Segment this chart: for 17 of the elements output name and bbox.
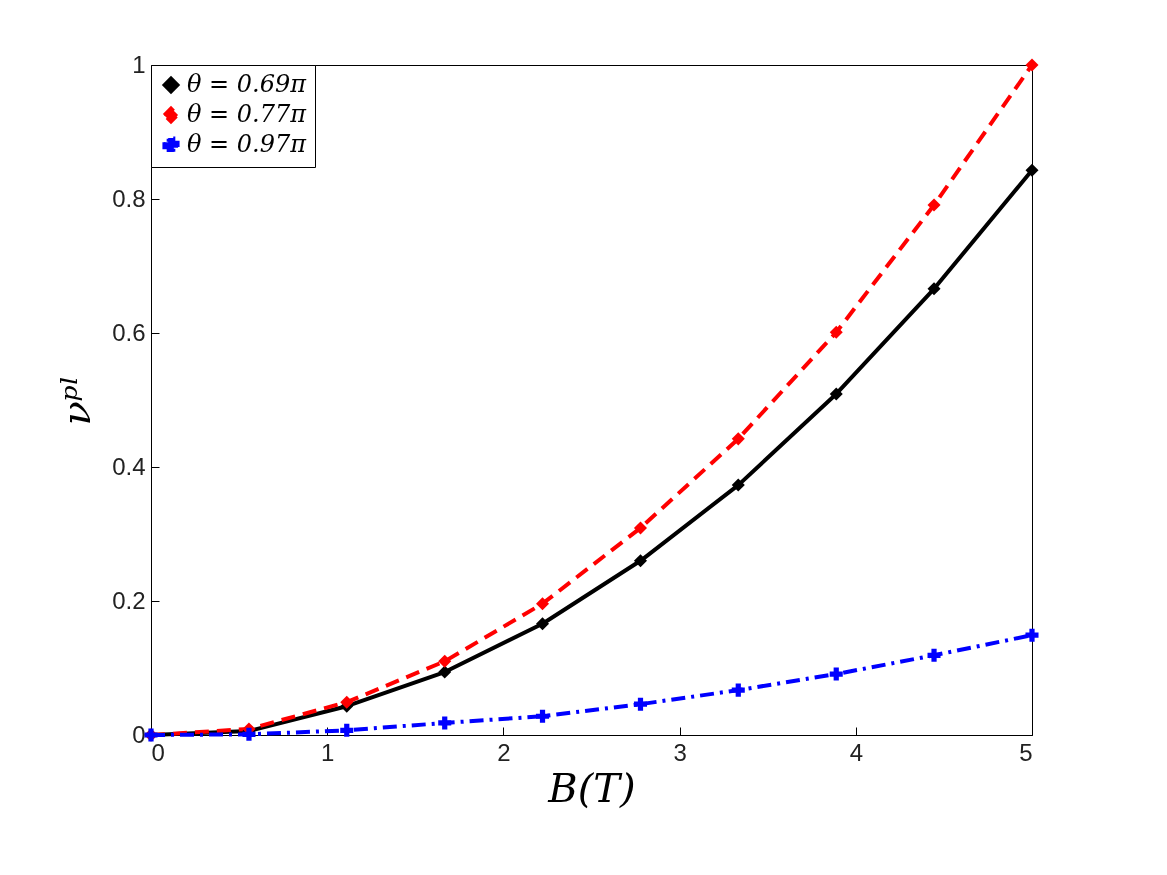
x-tick-label: 0 [151,738,165,766]
x-tick-label: 2 [497,738,511,766]
legend-label: θ = 0.97π [187,130,308,158]
y-tick-label: 1 [132,50,146,78]
x-tick-label: 3 [673,738,687,766]
y-tick-label: 0.8 [112,184,146,212]
legend-label: θ = 0.77π [187,100,308,128]
y-tick-label: 0.2 [112,586,146,614]
legend-label: θ = 0.69π [187,70,308,98]
y-tick-label: 0.4 [112,452,146,480]
x-axis-title: B(T) [547,764,636,811]
y-tick-label: 0 [132,720,146,748]
x-tick-label: 4 [849,738,863,766]
y-tick-label: 0.6 [112,318,146,346]
y-axis-title: νᵖˡ [53,375,100,426]
x-tick-label: 5 [1019,738,1033,766]
x-tick-label: 1 [321,738,335,766]
